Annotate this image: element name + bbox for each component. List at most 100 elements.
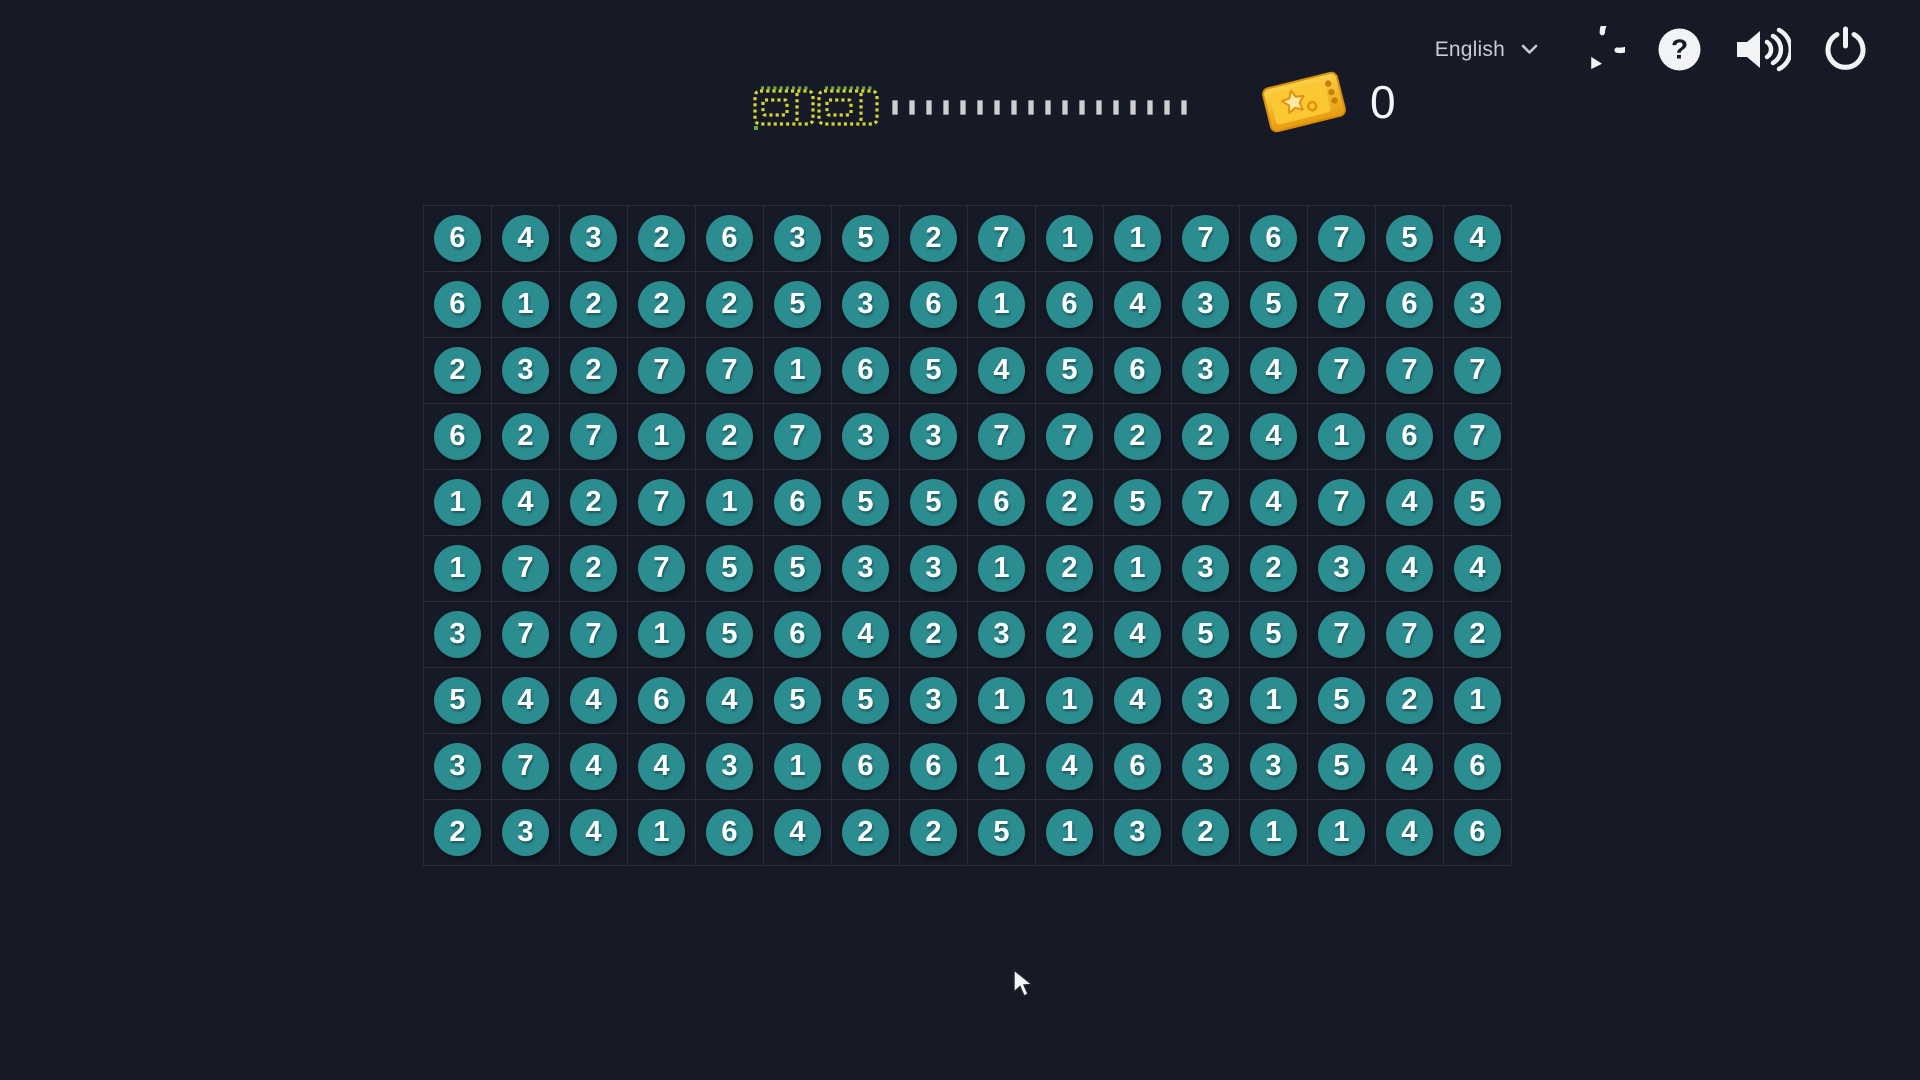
number-tile[interactable]: 2 (910, 809, 957, 856)
power-button[interactable] (1823, 26, 1868, 73)
number-tile[interactable]: 7 (502, 611, 549, 658)
number-tile[interactable]: 2 (434, 809, 481, 856)
number-tile[interactable]: 5 (1250, 611, 1297, 658)
restart-button[interactable] (1578, 26, 1625, 73)
number-tile[interactable]: 7 (1318, 281, 1365, 328)
number-tile[interactable]: 7 (706, 347, 753, 394)
number-tile[interactable]: 5 (706, 611, 753, 658)
number-tile[interactable]: 5 (1046, 347, 1093, 394)
number-tile[interactable]: 1 (978, 281, 1025, 328)
number-tile[interactable]: 6 (978, 479, 1025, 526)
number-tile[interactable]: 5 (1182, 611, 1229, 658)
number-tile[interactable]: 2 (1454, 611, 1501, 658)
number-tile[interactable]: 7 (570, 413, 617, 460)
number-tile[interactable]: 1 (502, 281, 549, 328)
number-tile[interactable]: 2 (1046, 545, 1093, 592)
number-tile[interactable]: 1 (774, 743, 821, 790)
number-tile[interactable]: 3 (434, 743, 481, 790)
help-button[interactable]: ? (1657, 27, 1702, 72)
number-tile[interactable]: 5 (774, 281, 821, 328)
number-tile[interactable]: 1 (434, 479, 481, 526)
number-tile[interactable]: 1 (434, 545, 481, 592)
number-tile[interactable]: 1 (638, 809, 685, 856)
number-tile[interactable]: 2 (434, 347, 481, 394)
number-tile[interactable]: 4 (1386, 479, 1433, 526)
number-tile[interactable]: 4 (1114, 281, 1161, 328)
number-tile[interactable]: 2 (1114, 413, 1161, 460)
number-tile[interactable]: 4 (502, 215, 549, 262)
number-tile[interactable]: 3 (842, 413, 889, 460)
number-tile[interactable]: 1 (1114, 215, 1161, 262)
number-tile[interactable]: 2 (1250, 545, 1297, 592)
number-tile[interactable]: 4 (502, 677, 549, 724)
number-tile[interactable]: 5 (1318, 677, 1365, 724)
number-tile[interactable]: 6 (1114, 347, 1161, 394)
number-tile[interactable]: 3 (910, 677, 957, 724)
number-tile[interactable]: 5 (842, 479, 889, 526)
number-tile[interactable]: 4 (502, 479, 549, 526)
number-tile[interactable]: 4 (706, 677, 753, 724)
number-tile[interactable]: 4 (1250, 413, 1297, 460)
number-tile[interactable]: 3 (570, 215, 617, 262)
number-tile[interactable]: 6 (434, 413, 481, 460)
number-tile[interactable]: 6 (842, 743, 889, 790)
number-tile[interactable]: 6 (774, 479, 821, 526)
number-tile[interactable]: 1 (1318, 413, 1365, 460)
number-tile[interactable]: 7 (1386, 347, 1433, 394)
language-select[interactable]: English (1435, 38, 1538, 62)
number-tile[interactable]: 1 (1250, 677, 1297, 724)
number-tile[interactable]: 3 (1182, 545, 1229, 592)
number-tile[interactable]: 6 (1386, 413, 1433, 460)
number-tile[interactable]: 5 (774, 545, 821, 592)
number-tile[interactable]: 3 (1250, 743, 1297, 790)
number-tile[interactable]: 1 (1318, 809, 1365, 856)
number-tile[interactable]: 5 (910, 347, 957, 394)
number-tile[interactable]: 3 (978, 611, 1025, 658)
number-tile[interactable]: 7 (502, 743, 549, 790)
number-tile[interactable]: 6 (774, 611, 821, 658)
number-tile[interactable]: 5 (1318, 743, 1365, 790)
number-tile[interactable]: 6 (1454, 809, 1501, 856)
number-tile[interactable]: 5 (1386, 215, 1433, 262)
number-tile[interactable]: 2 (1182, 413, 1229, 460)
number-tile[interactable]: 7 (1318, 611, 1365, 658)
number-tile[interactable]: 2 (570, 347, 617, 394)
number-tile[interactable]: 6 (706, 809, 753, 856)
number-tile[interactable]: 4 (774, 809, 821, 856)
number-tile[interactable]: 4 (1454, 215, 1501, 262)
number-tile[interactable]: 1 (1046, 215, 1093, 262)
number-tile[interactable]: 2 (638, 215, 685, 262)
number-tile[interactable]: 2 (910, 215, 957, 262)
number-tile[interactable]: 7 (978, 413, 1025, 460)
number-tile[interactable]: 2 (842, 809, 889, 856)
number-tile[interactable]: 6 (1046, 281, 1093, 328)
number-tile[interactable]: 6 (706, 215, 753, 262)
number-tile[interactable]: 7 (638, 479, 685, 526)
number-tile[interactable]: 7 (570, 611, 617, 658)
number-tile[interactable]: 7 (502, 545, 549, 592)
number-tile[interactable]: 4 (1454, 545, 1501, 592)
number-tile[interactable]: 1 (1046, 677, 1093, 724)
number-tile[interactable]: 5 (910, 479, 957, 526)
number-tile[interactable]: 3 (706, 743, 753, 790)
number-tile[interactable]: 3 (910, 545, 957, 592)
number-tile[interactable]: 3 (842, 545, 889, 592)
number-tile[interactable]: 3 (502, 347, 549, 394)
number-tile[interactable]: 1 (978, 677, 1025, 724)
number-tile[interactable]: 2 (1182, 809, 1229, 856)
number-tile[interactable]: 7 (1318, 347, 1365, 394)
number-tile[interactable]: 2 (570, 545, 617, 592)
number-tile[interactable]: 7 (638, 545, 685, 592)
number-tile[interactable]: 4 (842, 611, 889, 658)
number-tile[interactable]: 4 (1250, 347, 1297, 394)
number-tile[interactable]: 4 (570, 809, 617, 856)
number-tile[interactable]: 2 (570, 281, 617, 328)
number-tile[interactable]: 1 (1046, 809, 1093, 856)
number-tile[interactable]: 7 (978, 215, 1025, 262)
number-tile[interactable]: 5 (1114, 479, 1161, 526)
number-tile[interactable]: 5 (842, 215, 889, 262)
number-tile[interactable]: 6 (910, 281, 957, 328)
number-tile[interactable]: 3 (910, 413, 957, 460)
number-tile[interactable]: 1 (774, 347, 821, 394)
number-tile[interactable]: 4 (978, 347, 1025, 394)
